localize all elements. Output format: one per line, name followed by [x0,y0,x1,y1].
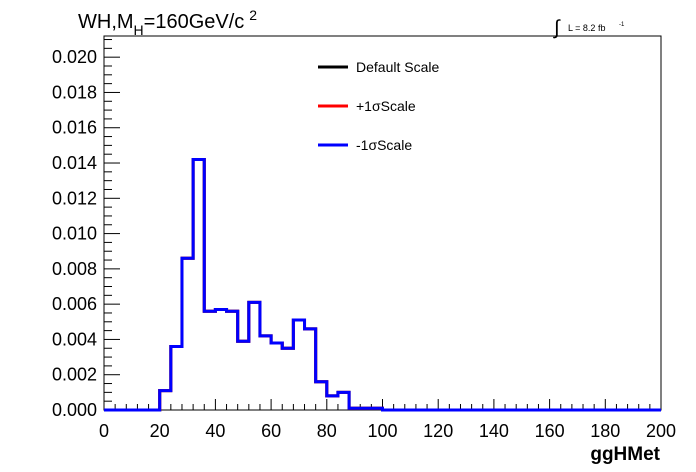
x-axis-tick-labels: 0 20 40 60 80 100 120 140 160 180 200 [99,421,676,441]
x-tick-label: 100 [367,421,397,441]
plot-frame [103,35,662,411]
legend-label-plus-1-sigma-scale: +1σScale [356,98,416,114]
x-tick-label: 140 [479,421,509,441]
y-tick-label: 0.000 [52,400,97,420]
lumi-integral-sign: ∫ [553,17,561,39]
y-tick-label: 0.010 [52,224,97,244]
x-tick-label: 200 [646,421,676,441]
y-axis-ticks [104,39,120,411]
y-axis-tick-labels: 0.000 0.002 0.004 0.006 0.008 0.010 0.01… [52,47,97,420]
y-tick-label: 0.020 [52,47,97,67]
series-line-minus-1-sigma-scale [104,157,661,412]
x-tick-label: 160 [535,421,565,441]
y-tick-label: 0.006 [52,294,97,314]
x-axis-title: ggHMet [590,444,660,465]
y-tick-label: 0.004 [52,329,97,349]
lumi-superscript: -1 [619,22,625,28]
y-tick-label: 0.016 [52,118,97,138]
lumi-text: L = 8.2 fb [568,23,605,33]
y-tick-label: 0.002 [52,365,97,385]
legend: Default Scale +1σScale -1σScale [318,59,439,153]
legend-entry: -1σScale [318,137,412,153]
title-subscript: H [134,22,144,38]
title-superscript: 2 [249,7,257,23]
x-tick-label: 0 [99,421,109,441]
x-tick-label: 80 [317,421,337,441]
luminosity-label: ∫ L = 8.2 fb -1 [553,17,625,39]
y-tick-label: 0.018 [52,82,97,102]
y-tick-label: 0.008 [52,259,97,279]
legend-label-minus-1-sigma-scale: -1σScale [356,137,412,153]
series-line-default-scale [104,157,661,412]
legend-label-default-scale: Default Scale [356,59,439,75]
legend-entry: Default Scale [318,59,439,75]
series-layer [104,157,661,412]
x-tick-label: 180 [590,421,620,441]
legend-entry: +1σScale [318,98,416,114]
x-tick-label: 120 [423,421,453,441]
title-main: WH,M [78,11,134,33]
y-tick-label: 0.012 [52,188,97,208]
title-rest: =160GeV/c [144,11,245,33]
chart-title: WH,MH=160GeV/c 2 [78,7,257,38]
x-tick-label: 40 [205,421,225,441]
x-tick-label: 20 [150,421,170,441]
x-tick-label: 60 [261,421,281,441]
series-line-plus-1-sigma-scale [104,157,661,412]
y-tick-label: 0.014 [52,153,97,173]
